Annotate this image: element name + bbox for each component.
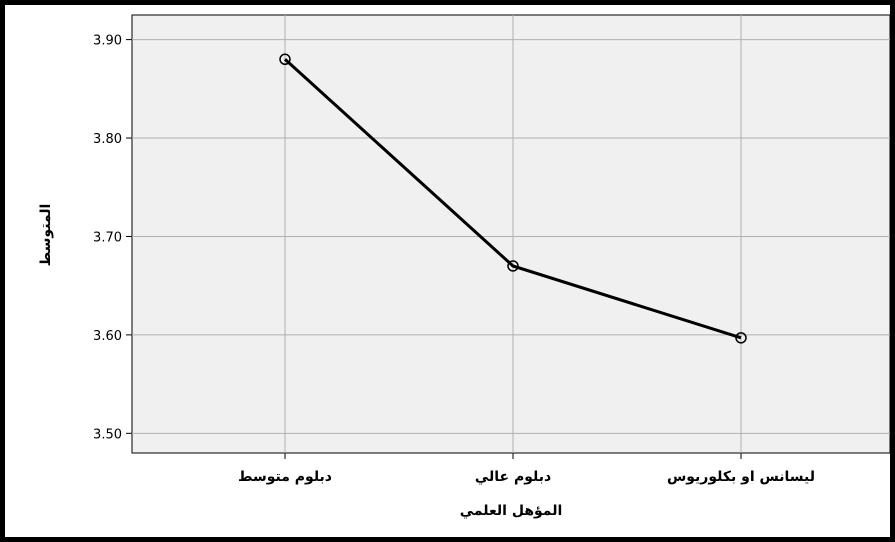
x-tick-label: دبلوم عالي <box>475 469 551 485</box>
y-tick-label: 3.60 <box>93 329 122 344</box>
x-axis-ticks: دبلوم متوسط دبلوم عالي ليسانس او بكلوريوس <box>238 453 815 485</box>
line-chart: 3.50 3.60 3.70 3.80 3.90 دبلوم متوسط دبلوم عا… <box>5 5 890 537</box>
x-axis-label: المؤهل العلمي <box>460 503 563 519</box>
x-tick-label: ليسانس او بكلوريوس <box>667 469 815 485</box>
y-tick-label: 3.70 <box>93 230 122 245</box>
y-tick-label: 3.50 <box>93 427 122 442</box>
x-tick-label: دبلوم متوسط <box>238 469 332 485</box>
y-axis-label: المتوسط <box>38 204 54 267</box>
y-tick-label: 3.80 <box>93 132 122 147</box>
y-tick-label: 3.90 <box>93 34 122 49</box>
y-axis-ticks: 3.50 3.60 3.70 3.80 3.90 <box>93 34 132 443</box>
plot-area <box>132 15 890 453</box>
